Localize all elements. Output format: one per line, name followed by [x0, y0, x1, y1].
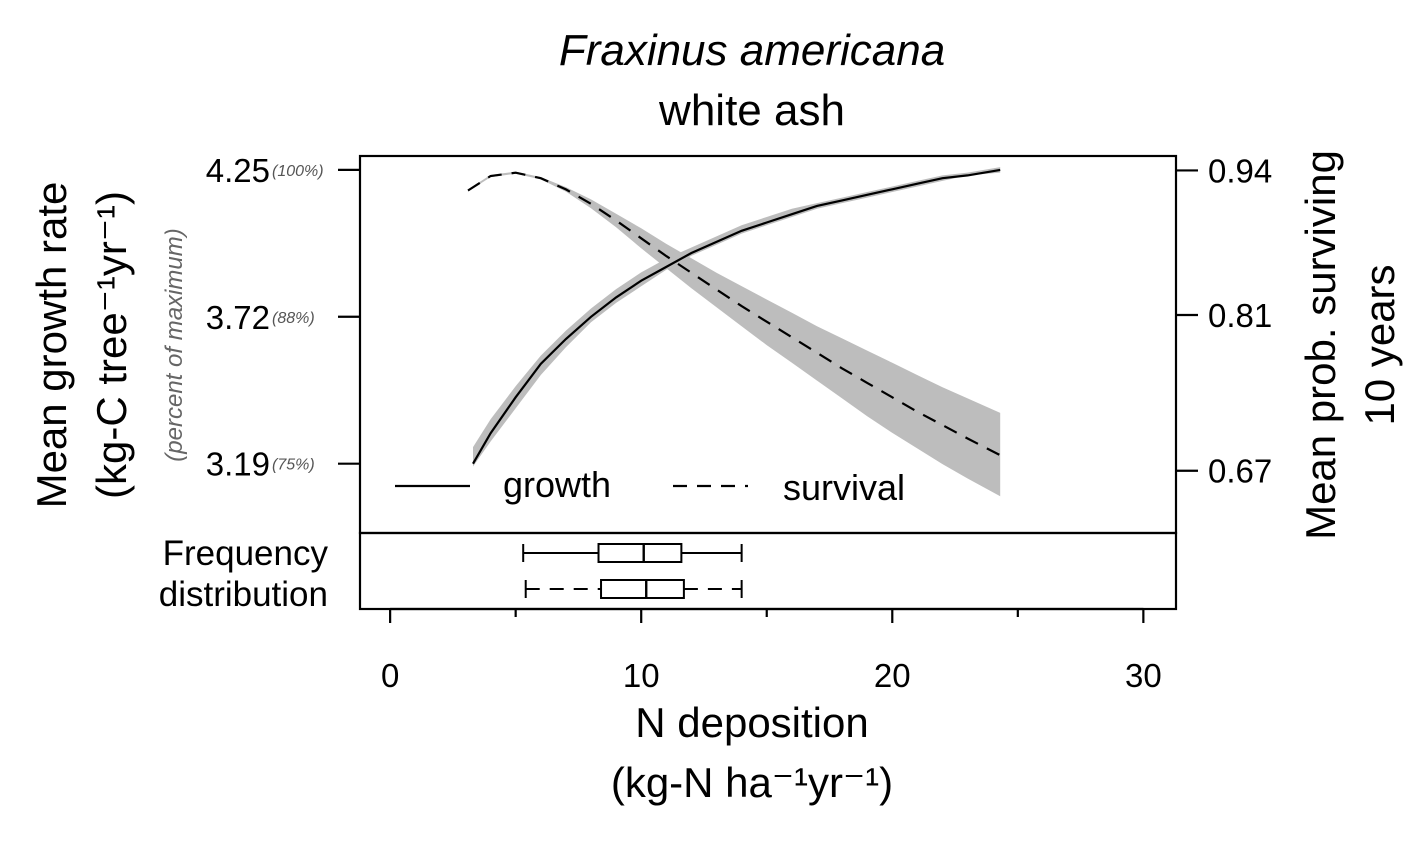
legend-growth-label: growth — [503, 464, 611, 505]
x-tick-label: 20 — [874, 657, 911, 694]
series-lines — [467, 168, 1001, 465]
band-survival — [468, 171, 1001, 497]
freq-label-line2: distribution — [159, 575, 328, 614]
chart-subtitle: white ash — [658, 86, 845, 135]
y-left-percent-label: (75%) — [272, 457, 315, 474]
x-tick-label: 10 — [623, 657, 660, 694]
y-axis-left: 4.25 (100%) 3.72 (88%) 3.19 (75%) — [206, 152, 360, 483]
y-right-tick-label: 0.94 — [1208, 152, 1272, 189]
boxplot-growth-box — [597, 543, 683, 563]
y-right-tick-label: 0.81 — [1208, 297, 1272, 334]
boxplots — [522, 543, 743, 599]
x-axis-label-line2: (kg-N ha⁻¹yr⁻¹) — [611, 759, 893, 806]
y-left-tick-label: 4.25 — [206, 152, 270, 189]
x-axis: 0 10 20 30 — [381, 607, 1162, 694]
confidence-bands — [468, 167, 1001, 497]
y-left-label-line1: Mean growth rate — [28, 182, 75, 509]
line-survival — [467, 171, 1001, 457]
y-right-tick-label: 0.67 — [1208, 453, 1272, 490]
boxplot-survival-box — [600, 579, 685, 599]
x-tick-label: 0 — [381, 657, 399, 694]
y-left-tick-label: 3.72 — [206, 299, 270, 336]
y-left-tick-label: 3.19 — [206, 446, 270, 483]
y-left-note: (percent of maximum) — [161, 228, 188, 461]
y-left-percent-label: (100%) — [272, 163, 324, 180]
y-right-label-line2: 10 years — [1356, 264, 1403, 425]
y-left-percent-label: (88%) — [272, 310, 315, 327]
legend: growth survival — [395, 464, 905, 508]
line-growth — [472, 168, 1001, 465]
x-axis-label-line1: N deposition — [635, 699, 868, 746]
legend-survival-label: survival — [783, 467, 905, 508]
y-right-label-line1: Mean prob. surviving — [1297, 150, 1344, 540]
freq-label-line1: Frequency — [163, 534, 329, 573]
chart-title: Fraxinus americana — [559, 26, 945, 75]
boxplot-panel-frame — [358, 531, 1178, 611]
y-left-label-line2: (kg-C tree⁻¹yr⁻¹) — [88, 191, 135, 499]
y-axis-right: 0.94 0.81 0.67 — [1176, 152, 1272, 490]
x-tick-label: 30 — [1125, 657, 1162, 694]
